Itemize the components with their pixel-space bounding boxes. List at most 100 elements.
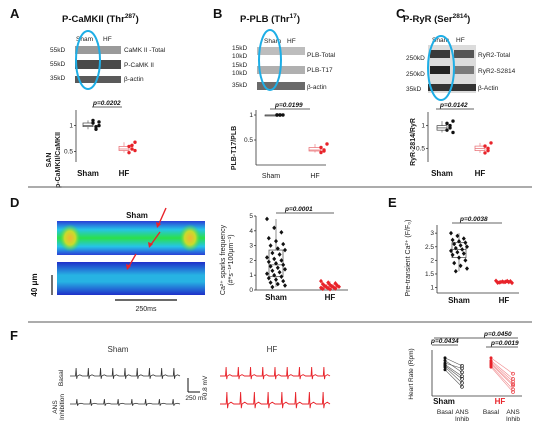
panel-letter: F [10,328,18,343]
pair-line [444,365,463,380]
data-point [333,281,338,286]
data-point [498,279,503,285]
x-tick-label: Basal [437,409,454,416]
blot-band [454,50,474,58]
panel-letter: E [388,195,397,210]
data-point [319,150,323,155]
data-point [511,377,515,381]
data-point [127,144,131,149]
p-value: p=0.0019 [490,340,519,347]
panel-letter: C [396,6,406,21]
highlight-ellipse [75,30,101,90]
data-point [511,379,515,384]
scale-label-x: 250ms [135,306,157,313]
pair-line [490,357,514,374]
y-tick-label: 1 [69,123,73,130]
lane-label: HF [287,38,296,45]
data-point [455,233,460,239]
pair-line [444,357,463,367]
panel-b: B P-PLB (Thr17) 15kD 10kD 15kD 10kD 35kD… [213,6,336,180]
mw-label: 10kD [232,70,247,77]
data-point [320,286,325,292]
mw-label: 10kD [232,53,247,60]
x-tick-label: Sham [448,296,470,305]
data-point [283,283,287,288]
data-point [322,283,327,289]
data-point [483,144,487,148]
band-label: CaMK II -Total [124,47,166,54]
y-axis-label: PLB-T17/PLB [231,126,238,170]
data-point [443,356,447,360]
band-label: RyR2-Total [478,52,511,59]
data-point [451,130,455,135]
chart-d: 0 1 2 3 4 5 [249,213,348,294]
y-tick-label: 1 [430,285,434,292]
y-tick-label: 0.5 [416,145,425,152]
data-point [511,390,515,394]
x-tick-label: ANS [455,409,469,416]
data-point [460,363,464,368]
x-tick-label: Sham [265,293,287,302]
data-point [279,274,284,279]
data-point [452,241,457,247]
linescan-label-sham: Sham [126,211,148,220]
y-tick-label: 2 [249,257,253,264]
data-point [483,151,487,155]
data-point [272,256,277,262]
data-point [275,246,280,251]
panel-title: P-RyR (Ser2814) [403,13,470,25]
data-point [463,240,468,245]
ecg-trace-sham-basal [70,367,181,379]
data-point [268,280,273,285]
lane-label: Sham [264,38,281,45]
data-point [275,281,280,287]
mw-label: 35kD [50,75,65,82]
mw-label: 250kD [406,55,425,62]
p-value: p=0.0450 [483,331,512,338]
data-point [460,384,464,389]
panel-c: C P-RyR (Ser2814) 250kD 250kD 35kD RyR2-… [396,6,516,178]
mw-label: 35kD [232,82,247,89]
blot-band [430,66,450,74]
data-point [486,146,490,151]
data-point [275,265,280,271]
y-tick-label: 5 [249,213,253,220]
data-point [283,266,287,272]
data-point [455,249,460,255]
row-label-ans: ANS [52,400,59,414]
x-tick-label: Sham [431,169,453,178]
p-value: p=0.0434 [430,338,459,345]
data-point [333,286,338,291]
pair-line [490,365,514,390]
chart-e: 1 1.5 2 2.5 3 [425,225,519,294]
data-point [458,263,463,269]
blot-band [454,66,474,74]
data-point [277,252,282,257]
data-point [97,123,101,128]
data-point [278,113,282,117]
blot-band [257,82,305,90]
scale-label-mv: 0.8 mV [202,375,209,396]
data-point [130,147,134,151]
chart-f [431,350,522,397]
p-value: p=0.0038 [459,216,488,223]
panel-title: P-PLB (Thr17) [240,13,300,25]
panel-d: D Sham HF 40 μm 250ms Ca²⁺ sparks freque… [10,195,348,313]
mw-label: 55kD [50,47,65,54]
data-point [322,148,326,152]
data-point [461,236,466,241]
data-point [461,251,466,256]
y-tick-label: 0.5 [244,137,253,144]
blot-band [430,50,450,58]
y-tick-label: 3 [249,243,253,250]
data-point [319,278,323,284]
p-value: p=0.0001 [284,206,313,213]
lane-label: Sham [76,36,93,43]
lane-label: Sham [432,37,449,44]
pair-line [490,366,514,393]
data-point [445,121,449,126]
data-point [277,269,282,275]
y-tick-label: 0 [249,287,253,294]
data-point [265,271,269,277]
